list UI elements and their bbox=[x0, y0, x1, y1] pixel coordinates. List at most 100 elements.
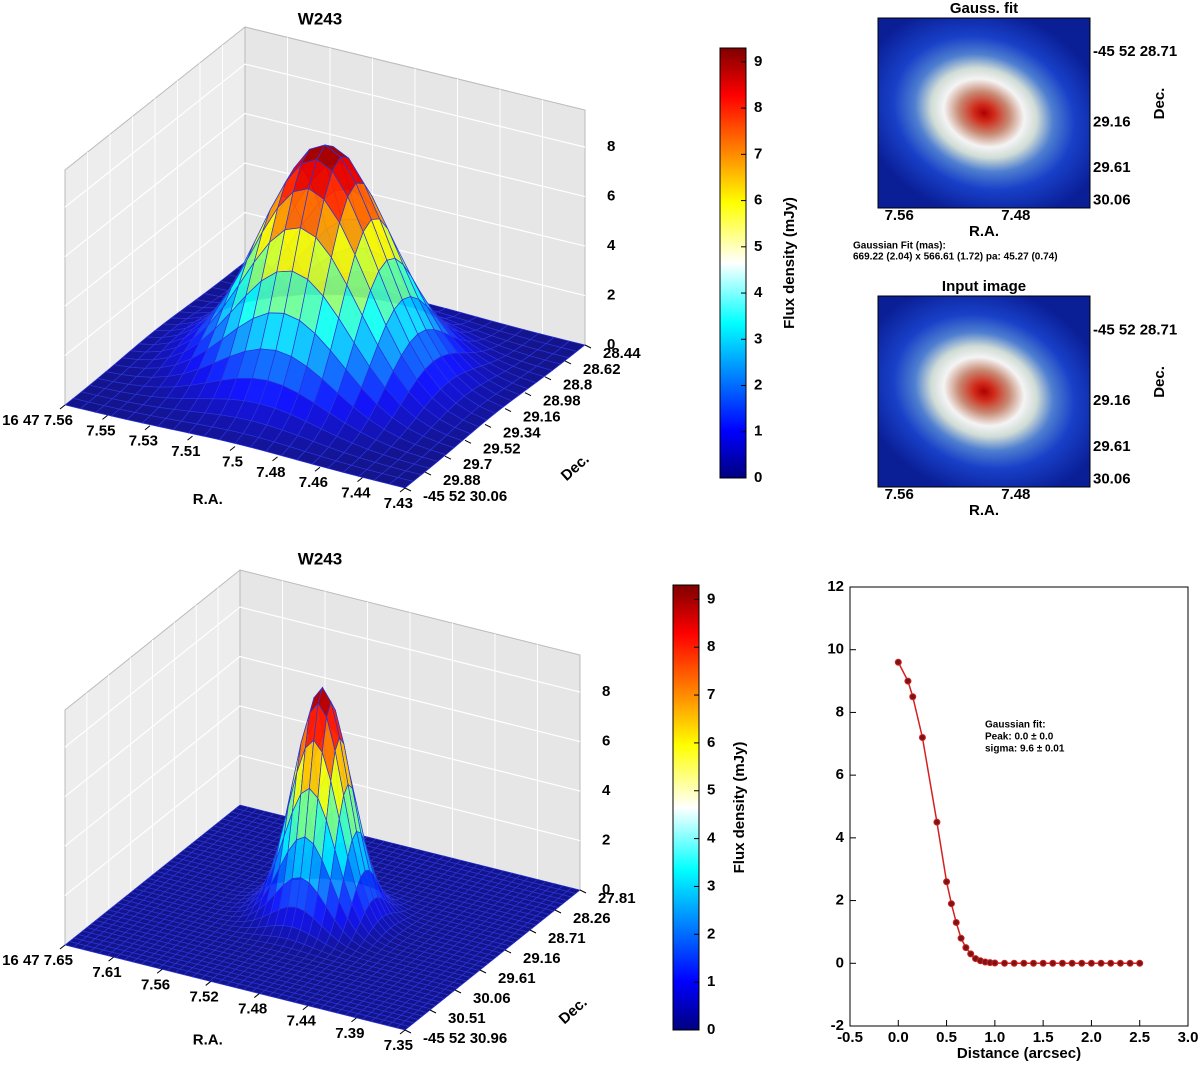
y-tick bbox=[504, 408, 512, 413]
colorbar-tick-label: 0 bbox=[754, 469, 762, 486]
x-axis-label: R.A. bbox=[969, 223, 999, 240]
point bbox=[1126, 959, 1134, 967]
colorbar-tick-label: 0 bbox=[707, 1021, 715, 1038]
grid-line bbox=[64, 606, 581, 748]
surface-facet bbox=[395, 1023, 411, 1031]
colorbar-tick-label: 1 bbox=[707, 973, 715, 990]
y-tick-label: 12 bbox=[827, 578, 844, 595]
y-tick-label: 0 bbox=[836, 954, 844, 971]
x-tick bbox=[351, 1017, 357, 1023]
grid-line bbox=[64, 63, 586, 208]
y-tick bbox=[444, 455, 452, 460]
x-tick-label: 7.56 bbox=[885, 486, 914, 503]
z-tick-label: 8 bbox=[602, 683, 610, 700]
y-tick-label: 28.44 bbox=[603, 345, 641, 362]
x-tick bbox=[108, 956, 114, 962]
point bbox=[933, 818, 941, 826]
y-tick bbox=[529, 929, 537, 934]
z-tick-label: 0 bbox=[602, 881, 610, 898]
x-tick-label: 7.61 bbox=[92, 964, 121, 981]
y-axis-label: Dec. bbox=[1151, 88, 1168, 120]
x-tick-label: 0.0 bbox=[888, 1029, 909, 1046]
colorbar-tick-label: 9 bbox=[707, 590, 715, 607]
point bbox=[952, 919, 960, 927]
colorbar-tick-label: 7 bbox=[754, 145, 762, 162]
grid-line bbox=[64, 162, 586, 307]
annotation: Gaussian Fit (mas): bbox=[853, 241, 946, 252]
colorbar-tick-label: 2 bbox=[754, 376, 762, 393]
colorbar bbox=[672, 584, 700, 1031]
y-tick-label: 28.71 bbox=[548, 930, 586, 947]
point bbox=[1020, 959, 1028, 967]
point bbox=[962, 944, 970, 952]
z-tick-label: 4 bbox=[602, 782, 611, 799]
x-tick-label: 0.5 bbox=[936, 1029, 957, 1046]
x-tick-label: 7.56 bbox=[885, 207, 914, 224]
annotation: Gaussian fit: bbox=[985, 720, 1046, 731]
point bbox=[1087, 959, 1095, 967]
y-tick bbox=[504, 949, 512, 954]
colorbar-tick-label: 9 bbox=[754, 53, 762, 70]
colorbar-tick-label: 3 bbox=[707, 877, 715, 894]
z-tick-label: 6 bbox=[602, 733, 610, 750]
x-tick-label: 7.53 bbox=[129, 433, 158, 450]
x-tick bbox=[399, 487, 406, 493]
y-tick-label: 28.62 bbox=[583, 361, 621, 378]
z-tick-label: 0 bbox=[607, 336, 615, 353]
y-tick bbox=[479, 969, 487, 974]
y-tick bbox=[424, 471, 432, 476]
colorbar-label: Flux density (mJy) bbox=[731, 742, 748, 874]
y-tick-label: 28.98 bbox=[543, 393, 581, 410]
chart-title: W243 bbox=[298, 9, 342, 28]
x-tick bbox=[253, 993, 260, 998]
x-tick-label: 3.0 bbox=[1178, 1029, 1199, 1046]
grid-line bbox=[64, 211, 586, 356]
y-tick-label: 29.16 bbox=[1093, 392, 1131, 409]
y-tick-label: 30.06 bbox=[473, 990, 511, 1007]
colorbar-tick-label: 5 bbox=[754, 238, 762, 255]
y-tick bbox=[524, 392, 532, 397]
y-tick-label: 29.16 bbox=[1093, 113, 1131, 130]
y-tick bbox=[484, 423, 492, 428]
z-tick-label: 2 bbox=[602, 831, 610, 848]
y-tick bbox=[584, 344, 592, 349]
x-tick-label: 7.5 bbox=[222, 453, 243, 470]
y-axis-label: Dec. bbox=[556, 994, 591, 1028]
chart-title: W243 bbox=[298, 549, 342, 568]
y-tick bbox=[429, 1009, 437, 1014]
x-tick bbox=[156, 968, 163, 974]
annotation: 669.22 (2.04) x 566.61 (1.72) pa: 45.27 … bbox=[853, 252, 1058, 263]
y-tick-label: 29.52 bbox=[483, 440, 521, 457]
x-tick-label: 7.39 bbox=[335, 1025, 364, 1042]
point bbox=[991, 959, 999, 967]
colorbar bbox=[719, 47, 747, 479]
colorbar-tick-label: 4 bbox=[707, 830, 716, 847]
annotation: Peak: 0.0 ± 0.0 bbox=[985, 732, 1054, 743]
point bbox=[943, 878, 951, 886]
z-tick-label: 8 bbox=[607, 138, 615, 155]
image-frame bbox=[877, 295, 1091, 488]
x-tick-label: 7.52 bbox=[190, 988, 219, 1005]
x-tick-label: 16 47 7.65 bbox=[2, 952, 73, 969]
point bbox=[904, 677, 912, 685]
colorbar-tick-label: 8 bbox=[754, 99, 762, 116]
x-tick-label: 2.5 bbox=[1129, 1029, 1150, 1046]
y-tick-label: 29.16 bbox=[523, 950, 561, 967]
surface-facet bbox=[388, 477, 414, 489]
image-frame bbox=[877, 17, 1091, 209]
plot-area bbox=[849, 586, 1189, 1027]
colorbar-tick-label: 8 bbox=[707, 638, 715, 655]
y-tick bbox=[579, 889, 587, 894]
x-tick bbox=[59, 404, 66, 410]
point bbox=[967, 950, 975, 958]
colorbar-tick-label: 1 bbox=[754, 423, 762, 440]
y-tick-label: 4 bbox=[836, 829, 845, 846]
y-tick-label: 30.06 bbox=[1093, 191, 1131, 208]
y-tick-label: 29.7 bbox=[463, 456, 492, 473]
point bbox=[1068, 959, 1076, 967]
x-tick bbox=[205, 981, 212, 986]
point bbox=[1039, 959, 1047, 967]
x-tick bbox=[187, 435, 193, 441]
annotation: sigma: 9.6 ± 0.01 bbox=[985, 744, 1065, 755]
point bbox=[1058, 959, 1066, 967]
